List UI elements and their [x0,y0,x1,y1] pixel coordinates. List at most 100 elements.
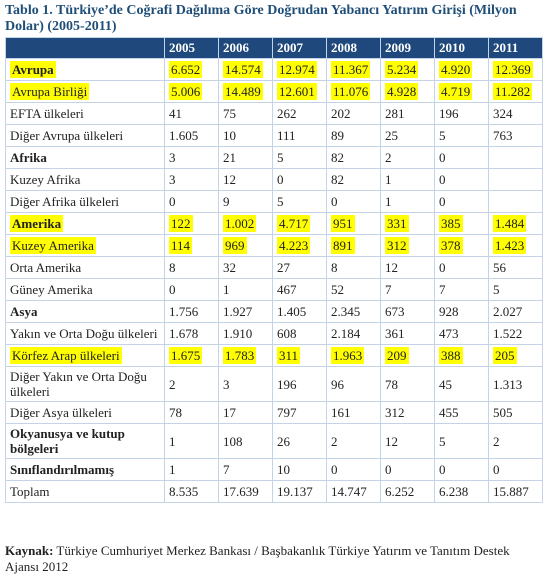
row-label: Asya [5,300,165,323]
value-cell: 0 [164,278,219,301]
value-cell: 928 [434,300,489,323]
row-label: Yakın ve Orta Doğu ülkeleri [5,322,165,345]
value-cell: 41 [164,102,219,125]
value-cell: 1.605 [164,124,219,147]
value-cell: 1 [164,423,219,459]
value-cell: 111 [272,124,327,147]
value-cell: 0 [272,168,327,191]
row-label-text: Avrupa Birliği [10,83,90,100]
value-text: 12.974 [277,61,317,78]
value-cell: 361 [380,322,435,345]
value-text: 385 [439,215,463,232]
value-text: 1.002 [223,215,257,232]
table-row: Avrupa Birliği 5.006 14.489 12.601 11.076 4.9… [5,80,543,103]
value-cell: 7 [218,458,273,481]
value-cell: 1.522 [488,322,543,345]
value-cell: 108 [218,423,273,459]
row-label: Diğer Asya ülkeleri [5,401,165,424]
value-cell: 281 [380,102,435,125]
row-label: Güney Amerika [5,278,165,301]
value-text: 312 [385,237,409,254]
value-text: 12.601 [277,83,317,100]
value-cell: 56 [488,256,543,279]
column-header: 2010 [434,37,489,59]
value-cell: 8.535 [164,480,219,503]
value-cell: 0 [434,256,489,279]
value-text: 4.928 [385,83,419,100]
value-cell: 19.137 [272,480,327,503]
table-row: Afrika 3 21 5 82 2 0 [5,146,543,169]
value-text: 4.223 [277,237,311,254]
value-cell: 89 [326,124,381,147]
source-note: Kaynak: Türkiye Cumhuriyet Merkez Bankas… [5,543,545,575]
value-cell: 25 [380,124,435,147]
value-cell: 122 [164,212,219,235]
value-cell [488,146,543,169]
value-text: 969 [223,237,247,254]
table-row: Diğer Afrika ülkeleri 0 9 5 0 1 0 [5,190,543,213]
value-cell: 196 [434,102,489,125]
value-cell: 52 [326,278,381,301]
value-cell: 202 [326,102,381,125]
value-text: 951 [331,215,355,232]
value-cell: 196 [272,366,327,402]
value-cell: 209 [380,344,435,367]
value-cell: 11.282 [488,80,543,103]
value-cell: 82 [326,168,381,191]
value-cell: 1.675 [164,344,219,367]
value-cell: 0 [434,168,489,191]
value-cell: 1.678 [164,322,219,345]
value-cell: 5 [434,124,489,147]
value-cell: 2 [326,423,381,459]
value-cell: 12 [380,256,435,279]
table-row: Diğer Avrupa ülkeleri 1.605 10 111 89 25 5 763 [5,124,543,147]
row-label-text: Körfez Arap ülkeleri [10,347,122,364]
table-row: Güney Amerika 0 1 467 52 7 7 5 [5,278,543,301]
value-cell: 6.252 [380,480,435,503]
column-header: 2007 [272,37,327,59]
value-text: 4.717 [277,215,311,232]
table-row: Amerika 122 1.002 4.717 951 331 385 1.484 [5,212,543,235]
value-cell: 388 [434,344,489,367]
value-text: 122 [169,215,193,232]
value-cell: 8 [164,256,219,279]
value-cell: 505 [488,401,543,424]
value-cell: 0 [434,146,489,169]
value-cell: 17.639 [218,480,273,503]
row-label: Toplam [5,480,165,503]
column-header: 2008 [326,37,381,59]
value-cell: 32 [218,256,273,279]
value-cell: 78 [380,366,435,402]
value-cell: 6.238 [434,480,489,503]
row-label: Diğer Yakın ve Orta Doğu ülkeleri [5,366,165,402]
value-text: 4.920 [439,61,473,78]
value-cell: 385 [434,212,489,235]
value-cell: 4.719 [434,80,489,103]
table-row: Avrupa 6.652 14.574 12.974 11.367 5.234 4.920 1… [5,58,543,81]
row-label: Amerika [5,212,165,235]
value-text: 12.369 [493,61,533,78]
value-cell: 1.002 [218,212,273,235]
value-cell: 1 [218,278,273,301]
row-label: Kuzey Amerika [5,234,165,257]
value-cell: 1.963 [326,344,381,367]
value-cell: 12 [218,168,273,191]
value-text: 11.367 [331,61,371,78]
value-cell: 467 [272,278,327,301]
value-cell: 14.574 [218,58,273,81]
value-cell: 8 [326,256,381,279]
value-text: 205 [493,347,517,364]
value-cell: 4.928 [380,80,435,103]
value-cell: 11.367 [326,58,381,81]
row-label: Avrupa Birliği [5,80,165,103]
table-title: Tablo 1. Türkiye’de Coğrafi Dağılıma Gör… [5,3,517,34]
value-cell [488,168,543,191]
value-cell: 11.076 [326,80,381,103]
value-cell: 969 [218,234,273,257]
value-cell: 2 [164,366,219,402]
column-header: 2006 [218,37,273,59]
value-cell: 1 [380,190,435,213]
value-text: 14.574 [223,61,263,78]
value-cell: 1.910 [218,322,273,345]
